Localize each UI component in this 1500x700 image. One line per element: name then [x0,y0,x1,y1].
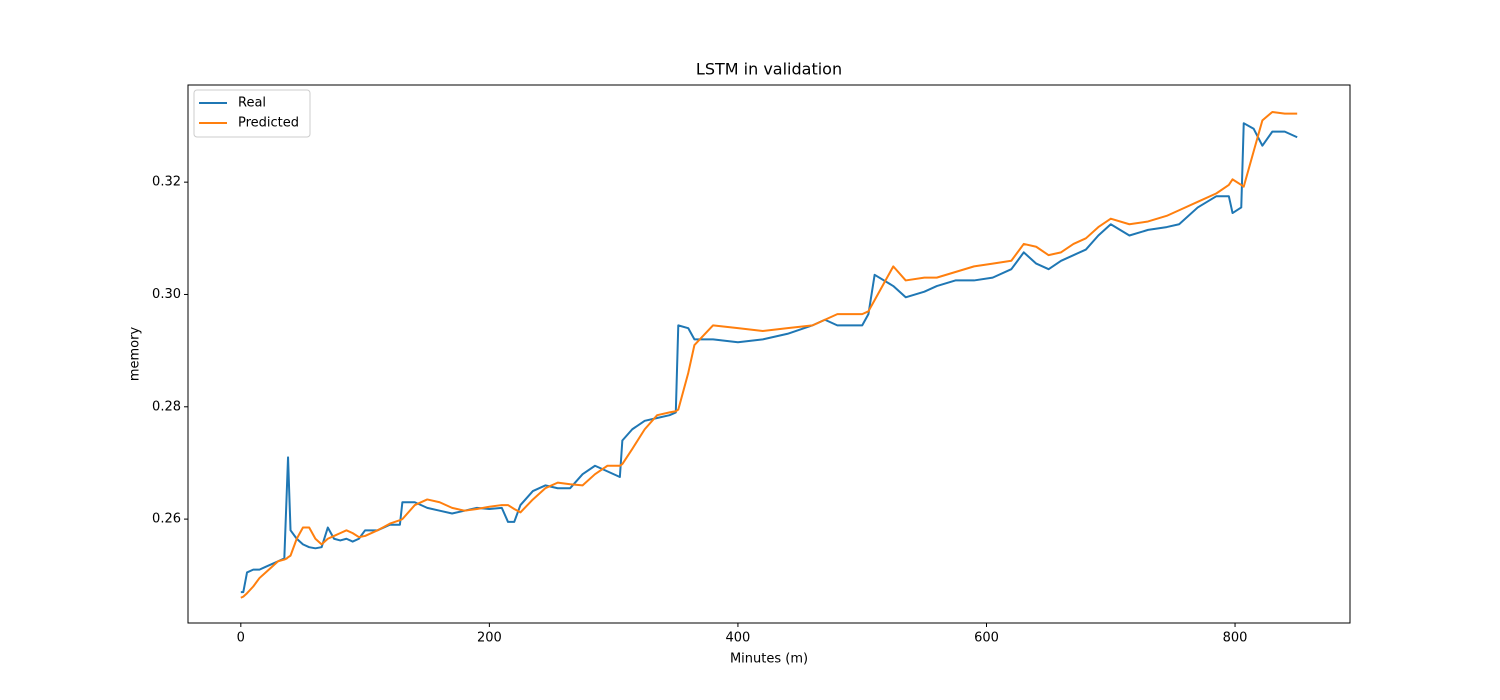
x-tick-label: 800 [1223,631,1248,646]
y-tick-label: 0.28 [152,399,181,414]
y-tick-label: 0.26 [152,512,181,527]
legend-label: Predicted [238,116,299,131]
chart-title: LSTM in validation [696,60,842,79]
x-tick-label: 200 [477,631,502,646]
x-tick-label: 600 [974,631,999,646]
x-axis-label: Minutes (m) [730,652,808,667]
y-axis-label: memory [128,327,143,382]
x-tick-label: 0 [237,631,245,646]
legend-box [193,89,311,138]
y-tick-label: 0.32 [152,175,181,190]
y-tick-label: 0.30 [152,287,181,302]
x-tick-label: 400 [726,631,751,646]
data-line [240,110,1298,599]
plot-frame [187,84,1351,624]
legend-label: Real [238,96,266,111]
data-line [240,122,1298,594]
